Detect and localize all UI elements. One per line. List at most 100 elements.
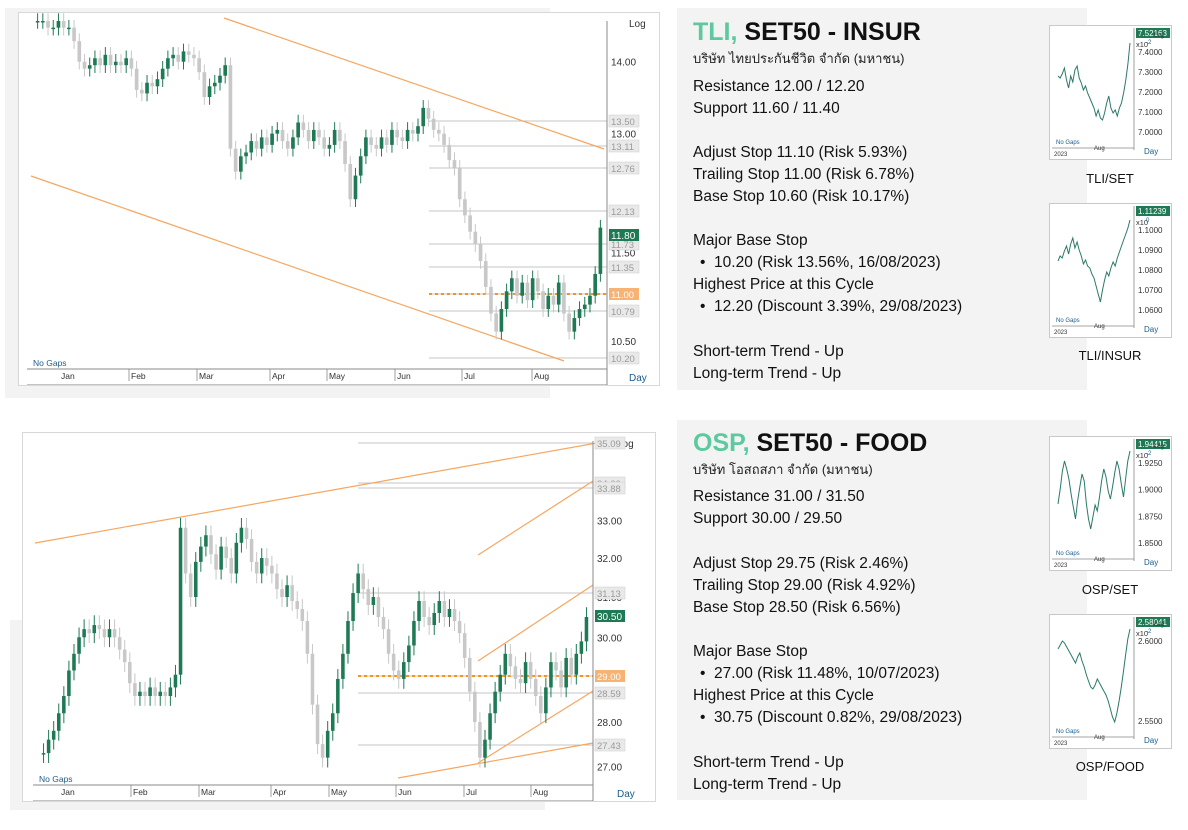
candle-body (239, 527, 244, 543)
candle-body (317, 129, 321, 138)
level-tag-box (608, 204, 640, 218)
candle-body (214, 554, 218, 570)
candle-body (259, 558, 264, 574)
osp-major-base-stop-value: • 27.00 (Risk 11.48%, 10/07/2023) (700, 665, 940, 682)
candle-body (143, 691, 147, 696)
candle-body (447, 608, 452, 617)
candle-body (244, 152, 248, 157)
candle-body (437, 600, 442, 613)
candle-body (249, 539, 254, 562)
mini-value-label: 1.11239 (1138, 207, 1167, 216)
candle-body (452, 608, 457, 622)
candle-body (212, 82, 217, 87)
candle-body (348, 163, 353, 200)
candle-body (556, 282, 561, 305)
candle-body (539, 695, 543, 714)
candle-body (509, 278, 514, 292)
mini-gaps-label: No Gaps (1056, 318, 1080, 324)
candle-body (133, 683, 137, 696)
x-tick-label: Jul (464, 371, 475, 381)
candle-body (150, 82, 155, 87)
mini-y-tick-label: 7.4000 (1138, 48, 1163, 57)
candle-body (579, 641, 584, 654)
candle-body (87, 629, 91, 634)
mini-period-label: Day (1144, 325, 1158, 334)
mini-scale-label: Log (1154, 622, 1164, 628)
candle-body (518, 678, 523, 684)
mini-period-label: Day (1144, 736, 1158, 745)
level-tag-box (595, 670, 625, 682)
candle-body (72, 653, 76, 671)
candle-body (478, 244, 483, 262)
candle-body (525, 282, 530, 301)
candle-body (280, 589, 284, 598)
y-tick-label: 13.00 (611, 130, 636, 141)
y-tick-label: 33.00 (597, 516, 622, 527)
candle-body (239, 156, 243, 172)
candle-body (462, 633, 467, 658)
candle-body (56, 21, 61, 28)
candle-body (346, 621, 350, 654)
candle-body (51, 730, 56, 740)
mini-period-label: Day (1144, 558, 1158, 567)
mini-chart-osp-set: 1.94415 x10 -2 Log 1.9250 1.9000 1.8750 1.8500 D… (1049, 436, 1172, 571)
tli-major-base-stop-title: Major Base Stop (693, 232, 808, 249)
tli-short-trend: Short-term Trend - Up (693, 343, 844, 360)
candle-body (186, 51, 191, 55)
candle-body (82, 629, 86, 638)
x-tick-label: May (331, 787, 348, 797)
candle-body (183, 527, 188, 574)
x-tick-label: 2023 (61, 799, 80, 801)
candle-body (437, 129, 441, 134)
level-tag-label: 27.43 (597, 741, 621, 752)
candle-body (41, 753, 46, 755)
candle-body (188, 573, 193, 598)
tli-major-base-stop-text: 10.20 (Risk 13.56%, 16/08/2023) (714, 254, 941, 271)
mini-exponent-power: -2 (1146, 629, 1152, 635)
candle-body (336, 678, 340, 714)
candle-body (219, 546, 223, 570)
candle-body (153, 687, 157, 696)
mini-y-tick-label: 1.9250 (1138, 459, 1163, 468)
candle-body (412, 621, 416, 646)
trend-line (223, 17, 605, 150)
candle-body (478, 722, 482, 758)
mini-gaps-label: No Gaps (1056, 729, 1080, 735)
candle-body (343, 141, 347, 164)
tli-major-base-stop-value: • 10.20 (Risk 13.56%, 16/08/2023) (700, 254, 941, 271)
x-tick-label: Jun (398, 787, 412, 797)
mini-scale-label: Log (1154, 444, 1164, 450)
candle-body (193, 561, 198, 598)
level-tag-box (608, 351, 640, 365)
candle-body (468, 215, 472, 232)
y-tick-label: 27.00 (597, 763, 622, 774)
candle-body (369, 137, 373, 145)
candle-body (391, 653, 396, 671)
candle-body (270, 133, 274, 145)
osp-adjust-stop: Adjust Stop 29.75 (Risk 2.46%) (693, 555, 909, 572)
gaps-label: No Gaps (33, 358, 67, 368)
candle-body (35, 21, 40, 23)
mini-exponent-label: x10 (1136, 218, 1148, 227)
candle-body (473, 231, 478, 245)
mini-value-tag (1136, 28, 1170, 38)
candle-body (254, 561, 259, 574)
osp-ticker-heading: OSP, SET50 - FOOD (693, 429, 927, 458)
candle-body (51, 27, 56, 30)
x-tick-label: 2022 (31, 383, 50, 385)
mini-x-label: 2023 (1054, 330, 1068, 336)
candle-body (410, 129, 415, 134)
trend-line (477, 584, 594, 662)
level-tag-label: 11.35 (611, 263, 634, 274)
candle-body (584, 616, 589, 642)
x-tick-label: 2022 (37, 799, 56, 801)
tli-adjust-stop: Adjust Stop 11.10 (Risk 5.93%) (693, 144, 908, 161)
candle-body (168, 687, 173, 696)
level-tag-label: 13.11 (611, 142, 634, 153)
candle-body (67, 670, 71, 696)
candle-body (244, 527, 249, 540)
level-tag-label: 35.09 (597, 439, 621, 450)
candle-body (457, 167, 462, 200)
trend-line (34, 440, 609, 544)
